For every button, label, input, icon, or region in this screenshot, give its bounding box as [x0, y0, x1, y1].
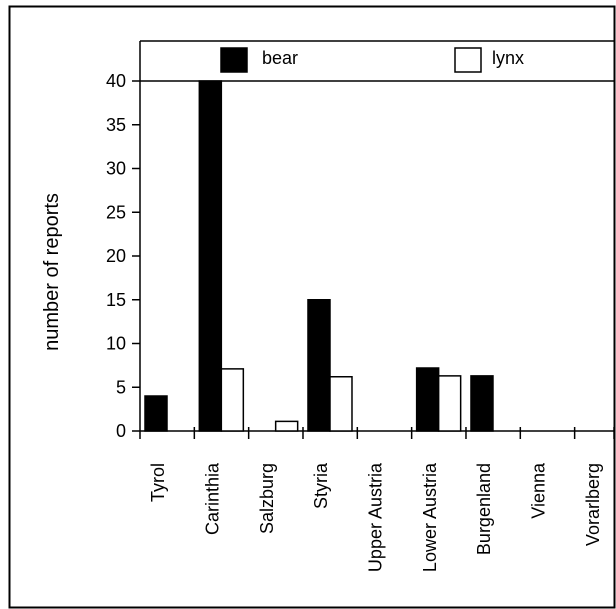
y-tick-label: 30 [106, 159, 126, 179]
x-category-label: Salzburg [257, 463, 277, 534]
bar-lynx [274, 420, 299, 432]
bar-lynx [329, 376, 353, 432]
legend-swatch-lynx [454, 47, 482, 73]
x-category-label: Vorarlberg [583, 463, 603, 546]
bar-bear [415, 367, 440, 432]
x-category-label: Burgenland [474, 463, 494, 555]
legend-label-bear: bear [262, 48, 298, 68]
x-category-label: Lower Austria [420, 462, 440, 572]
y-tick-label: 35 [106, 115, 126, 135]
y-tick-label: 15 [106, 290, 126, 310]
bar-bear [307, 299, 331, 432]
outer-frame [8, 5, 616, 609]
x-category-label: Tyrol [148, 463, 168, 502]
x-category-label: Styria [311, 462, 331, 509]
y-tick-label: 5 [116, 377, 126, 397]
bar-bear [198, 80, 223, 432]
y-tick-label: 40 [106, 71, 126, 91]
bar-lynx [437, 375, 462, 432]
bar-bear [144, 395, 168, 432]
y-axis-label: number of reports [41, 193, 63, 351]
bar-bear [470, 375, 494, 432]
legend-label-lynx: lynx [492, 48, 524, 68]
x-category-label: Upper Austria [365, 462, 385, 572]
x-category-label: Carinthia [202, 462, 222, 535]
y-tick-label: 20 [106, 246, 126, 266]
y-tick-label: 10 [106, 334, 126, 354]
legend-swatch-bear [220, 47, 248, 73]
bar-lynx [220, 368, 245, 432]
y-tick-label: 25 [106, 202, 126, 222]
x-category-label: Vienna [528, 462, 548, 519]
y-tick-label: 0 [116, 421, 126, 441]
